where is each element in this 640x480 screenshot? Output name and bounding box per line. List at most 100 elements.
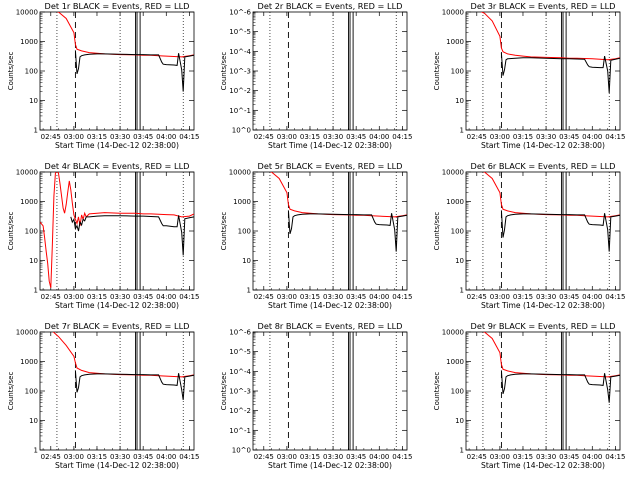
x-tick-label: 03:00 xyxy=(490,133,510,141)
y-tick-label: 10000 xyxy=(16,9,38,17)
y-tick-label: 1000 xyxy=(446,38,464,46)
x-tick-label: 03:15 xyxy=(300,133,320,141)
y-tick-label: 10^-3 xyxy=(229,68,251,76)
x-axis-label: Start Time (14-Dec-12 02:38:00) xyxy=(55,141,179,150)
x-tick-label: 03:00 xyxy=(490,453,510,461)
x-axis-label: Start Time (14-Dec-12 02:38:00) xyxy=(55,301,179,310)
lld-series-line xyxy=(482,172,620,218)
x-tick-label: 03:45 xyxy=(346,293,366,301)
y-tick-label: 10^0 xyxy=(232,447,251,455)
x-tick-label: 03:30 xyxy=(110,453,130,461)
lld-series-line xyxy=(40,172,194,288)
x-tick-label: 04:00 xyxy=(582,453,602,461)
plot-frame xyxy=(252,11,408,131)
panel-title: Det 6r BLACK = Events, RED = LLD xyxy=(471,161,616,171)
events-series-line xyxy=(500,53,620,94)
x-tick-label: 03:45 xyxy=(559,133,579,141)
y-tick-label: 10000 xyxy=(16,169,38,177)
y-tick-label: 10^-6 xyxy=(229,329,251,337)
plot-frame xyxy=(39,11,195,131)
panel-title: Det 5r BLACK = Events, RED = LLD xyxy=(258,161,403,171)
x-tick-label: 03:45 xyxy=(133,133,153,141)
detector-panel: Det 9r BLACK = Events, RED = LLD 02:45 03:… xyxy=(433,321,625,470)
y-tick-label: 10^-1 xyxy=(229,427,251,435)
plot-frame xyxy=(252,171,408,291)
panel-title: Det 3r BLACK = Events, RED = LLD xyxy=(471,1,616,11)
x-tick-label: 03:30 xyxy=(536,133,556,141)
y-tick-label: 100 xyxy=(25,228,38,236)
y-tick-label: 100 xyxy=(451,68,464,76)
y-tick-label: 100 xyxy=(25,68,38,76)
x-tick-label: 03:45 xyxy=(559,293,579,301)
y-tick-label: 1 xyxy=(460,127,464,135)
x-tick-label: 02:45 xyxy=(467,133,487,141)
x-tick-label: 03:45 xyxy=(346,133,366,141)
y-axis-label: Counts/sec xyxy=(220,52,228,91)
x-tick-label: 03:00 xyxy=(490,293,510,301)
y-tick-label: 1000 xyxy=(20,38,38,46)
y-tick-label: 1 xyxy=(460,287,464,295)
x-tick-label: 02:45 xyxy=(254,293,274,301)
x-tick-label: 02:45 xyxy=(254,453,274,461)
x-tick-label: 02:45 xyxy=(41,453,61,461)
y-tick-label: 10^-5 xyxy=(229,28,251,36)
x-tick-label: 04:00 xyxy=(156,453,176,461)
panel-title: Det 9r BLACK = Events, RED = LLD xyxy=(471,321,616,331)
y-tick-label: 10^-4 xyxy=(229,48,251,56)
x-tick-label: 03:00 xyxy=(64,133,84,141)
y-axis-label: Counts/sec xyxy=(7,52,15,91)
y-axis-label: Counts/sec xyxy=(220,372,228,411)
x-tick-label: 02:45 xyxy=(467,453,487,461)
y-tick-label: 1000 xyxy=(446,358,464,366)
x-tick-label: 03:45 xyxy=(133,293,153,301)
x-tick-label: 04:00 xyxy=(582,293,602,301)
x-tick-label: 02:45 xyxy=(41,133,61,141)
x-tick-label: 04:15 xyxy=(392,453,412,461)
x-axis-label: Start Time (14-Dec-12 02:38:00) xyxy=(481,301,605,310)
x-tick-label: 03:30 xyxy=(110,133,130,141)
y-tick-label: 10^-6 xyxy=(229,9,251,17)
y-tick-label: 10000 xyxy=(16,329,38,337)
y-tick-label: 10 xyxy=(29,97,38,105)
events-series-line xyxy=(74,50,194,92)
events-series-line xyxy=(70,215,194,256)
panel-title: Det 4r BLACK = Events, RED = LLD xyxy=(45,161,190,171)
x-tick-label: 04:00 xyxy=(369,293,389,301)
x-tick-label: 04:15 xyxy=(605,293,625,301)
y-tick-label: 10000 xyxy=(229,169,251,177)
x-tick-label: 03:45 xyxy=(133,453,153,461)
x-tick-label: 02:45 xyxy=(41,293,61,301)
x-axis-label: Start Time (14-Dec-12 02:38:00) xyxy=(268,461,392,470)
x-axis-label: Start Time (14-Dec-12 02:38:00) xyxy=(481,461,605,470)
x-tick-label: 03:00 xyxy=(277,453,297,461)
x-tick-label: 03:15 xyxy=(513,293,533,301)
y-tick-label: 1000 xyxy=(20,198,38,206)
plot-frame xyxy=(465,171,621,291)
y-tick-label: 100 xyxy=(238,228,251,236)
x-tick-label: 03:45 xyxy=(346,453,366,461)
x-tick-label: 03:15 xyxy=(513,133,533,141)
lld-series-line xyxy=(482,332,620,378)
x-tick-label: 04:00 xyxy=(582,133,602,141)
x-tick-label: 03:00 xyxy=(277,133,297,141)
x-tick-label: 03:15 xyxy=(87,133,107,141)
events-series-line xyxy=(500,210,620,252)
y-axis-label: Counts/sec xyxy=(7,372,15,411)
x-tick-label: 03:15 xyxy=(87,453,107,461)
y-tick-label: 10000 xyxy=(442,9,464,17)
y-tick-label: 1000 xyxy=(20,358,38,366)
events-series-line xyxy=(500,370,620,403)
x-tick-label: 04:15 xyxy=(605,453,625,461)
x-tick-label: 04:00 xyxy=(156,293,176,301)
y-tick-label: 10^-2 xyxy=(229,407,251,415)
y-tick-label: 10 xyxy=(29,417,38,425)
y-axis-label: Counts/sec xyxy=(220,212,228,251)
y-tick-label: 10000 xyxy=(442,329,464,337)
y-tick-label: 10000 xyxy=(442,169,464,177)
panel-title: Det 1r BLACK = Events, RED = LLD xyxy=(45,1,190,11)
plot-frame xyxy=(465,331,621,451)
